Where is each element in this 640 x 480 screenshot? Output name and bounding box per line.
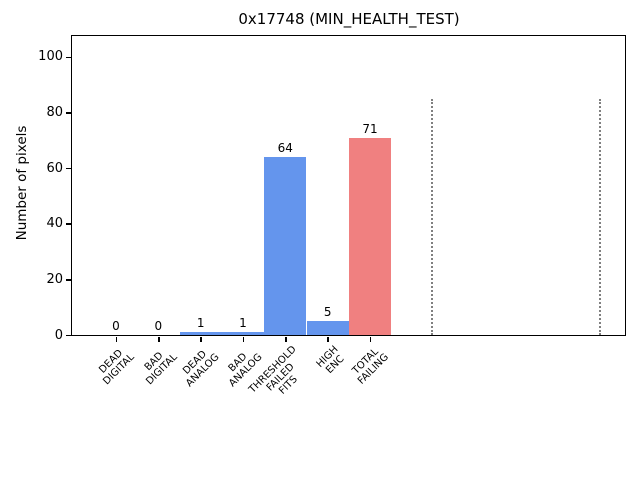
y-tick-label: 40: [46, 216, 63, 232]
chart-title: 0x17748 (MIN_HEALTH_TEST): [238, 10, 460, 28]
y-tick-label: 60: [46, 160, 63, 176]
y-tick-label: 80: [46, 104, 63, 120]
y-tick-label: 0: [54, 327, 63, 343]
x-tick-label: DEAD ANALOG: [181, 348, 222, 390]
y-tick-label: 100: [38, 49, 63, 65]
x-tick-mark: [242, 336, 245, 342]
bar: [264, 157, 307, 335]
x-tick-label: BAD DIGITAL: [142, 350, 180, 388]
y-tick-mark: [66, 167, 71, 170]
x-tick-label: DEAD DIGITAL: [97, 347, 138, 388]
section-divider-line: [599, 98, 601, 335]
bar-value-label: 5: [323, 305, 332, 320]
x-tick-mark: [369, 336, 372, 342]
section-divider-line: [431, 98, 433, 335]
x-tick-mark: [158, 336, 160, 342]
bar: [306, 321, 349, 335]
bar-value-label: 1: [196, 316, 205, 331]
y-tick-mark: [66, 56, 71, 59]
x-tick-mark: [200, 336, 202, 342]
bar-value-label: 0: [112, 319, 120, 333]
y-tick-mark: [66, 279, 71, 281]
x-tick-mark: [115, 336, 118, 342]
y-tick-mark: [66, 112, 71, 114]
y-tick-mark: [66, 334, 71, 337]
bar: [221, 332, 264, 335]
y-tick-label: 20: [46, 271, 63, 287]
bar-value-label: 71: [362, 121, 378, 136]
x-tick-mark: [285, 336, 287, 342]
y-tick-mark: [66, 223, 71, 225]
bar: [348, 137, 391, 335]
bar-value-label: 0: [154, 319, 163, 333]
x-tick-mark: [327, 336, 329, 342]
x-tick-label: TOTAL FAILING: [350, 346, 392, 387]
x-tick-label: HIGH ENC: [314, 344, 347, 377]
bar: [179, 332, 222, 335]
plot-area: 0 0 1 1 64 5 71: [71, 35, 626, 336]
bar-value-label: 1: [239, 316, 247, 331]
bar-value-label: 64: [277, 141, 293, 155]
